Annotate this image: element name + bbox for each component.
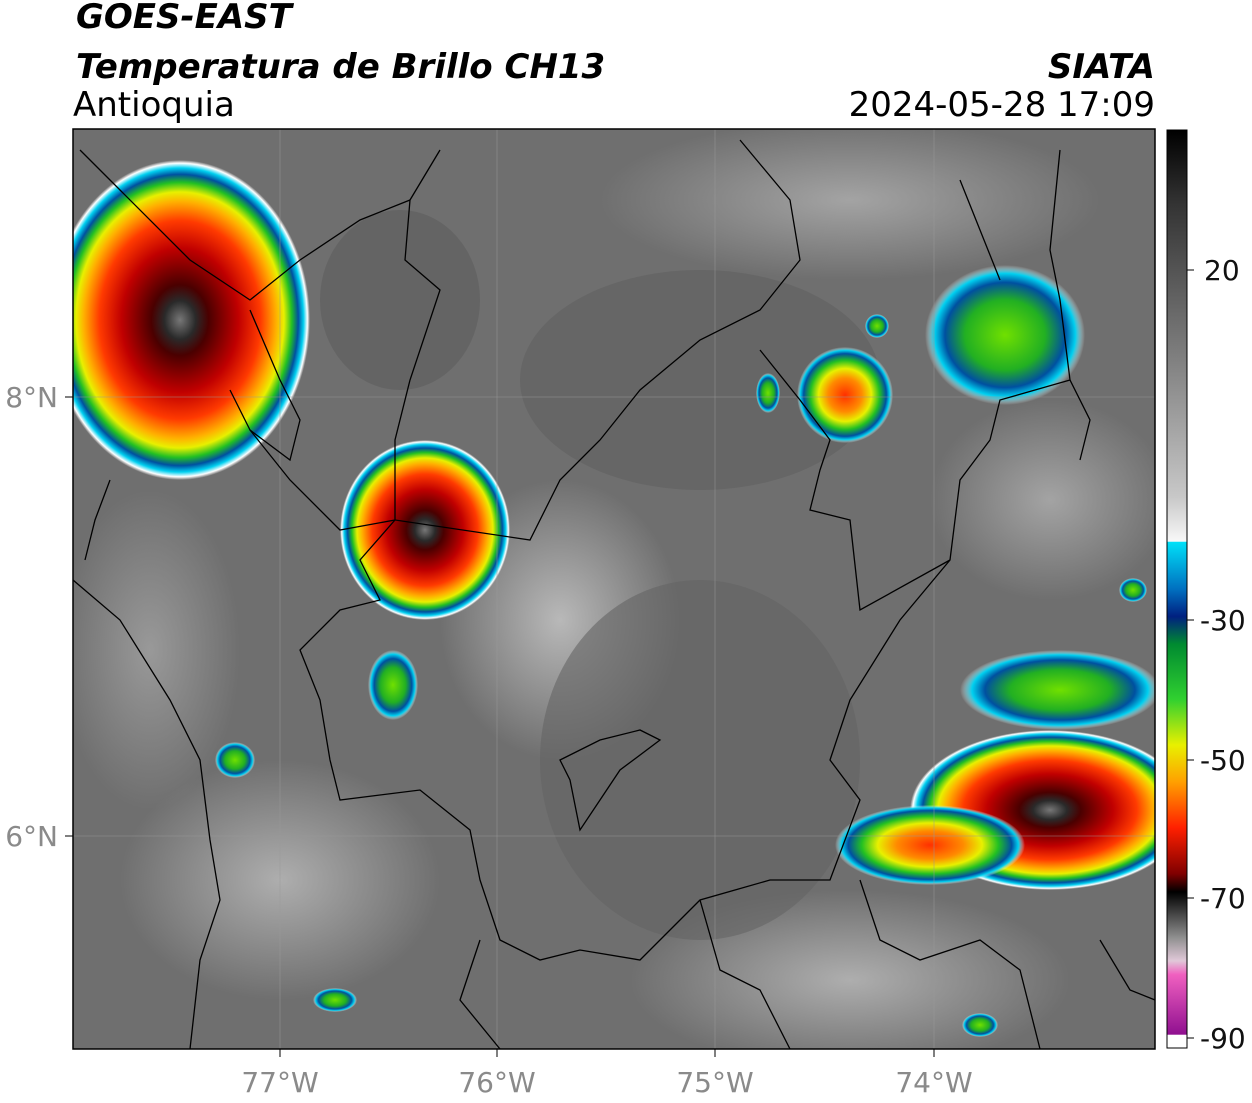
lat-ticks: 8°N 6°N [5, 381, 73, 853]
colorbar-label: -90 [1200, 1022, 1246, 1055]
colorbar-label: 20 [1204, 254, 1240, 287]
lat-label: 6°N [5, 820, 58, 853]
map-frame [72, 128, 1156, 1050]
source: SIATA [1048, 47, 1155, 87]
lon-ticks: 77°W 76°W 75°W 74°W [241, 1049, 973, 1099]
map [73, 129, 1155, 1049]
lon-label: 74°W [895, 1066, 972, 1099]
region: Antioquia [73, 85, 235, 125]
lat-label: 8°N [5, 381, 58, 414]
lon-label: 77°W [241, 1066, 318, 1099]
colorbar-label: -30 [1200, 604, 1246, 637]
colorbar-label: -50 [1200, 744, 1246, 777]
colorbar: 20 -30 -50 -70 -90 [1166, 129, 1246, 1055]
title: GOES-EAST [76, 0, 295, 37]
lon-label: 76°W [458, 1066, 535, 1099]
timestamp: 2024-05-28 17:09 [849, 85, 1155, 125]
subtitle: Temperatura de Brillo CH13 [76, 47, 605, 87]
lon-label: 75°W [676, 1066, 753, 1099]
colorbar-label: -70 [1200, 882, 1246, 915]
